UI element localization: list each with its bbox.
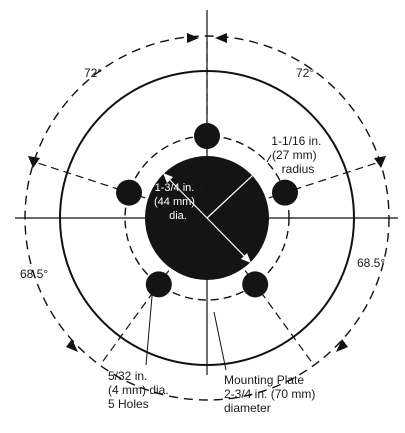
angle-arc — [24, 35, 390, 401]
arrowhead-top-left — [187, 33, 199, 43]
bolt-circle-label-line2: (27 mm) — [272, 148, 317, 162]
holes-label: 5/32 in. (4 mm) dia. 5 Holes — [108, 369, 172, 411]
bolt-hole — [116, 179, 143, 206]
holes-label-line1: 5/32 in. — [108, 369, 147, 383]
bolt-circle — [124, 135, 290, 301]
radius-arrow-line — [206, 161, 268, 219]
plate-label: Mounting Plate 2-3/4 in. (70 mm) diamete… — [224, 373, 319, 415]
dia-arrow-lower — [206, 217, 250, 262]
holes-label-line2: (4 mm) dia. — [108, 383, 169, 397]
angle-arrowheads — [28, 33, 386, 352]
radius-leader — [266, 154, 272, 163]
dia-arrowhead-upper — [163, 173, 173, 183]
plate-label-line1: Mounting Plate — [224, 373, 304, 387]
arrowhead-right-upper — [374, 156, 386, 168]
dia-arrowhead-lower — [241, 253, 251, 263]
holes-leader — [145, 284, 154, 366]
arrowhead-left-lower — [66, 339, 78, 352]
plate-label-line3: diameter — [224, 401, 271, 415]
center-hole-label-line3: dia. — [169, 210, 187, 222]
angle-label-top-right: 72° — [296, 66, 314, 80]
center-hole-label-line2: (44 mm) — [154, 196, 195, 208]
bolt-circle-label-line1: 1-1/16 in. — [271, 134, 321, 148]
dia-arrow-upper — [164, 174, 208, 219]
bolt-hole — [242, 271, 269, 298]
bolt-hole — [194, 123, 220, 149]
holes-label-line3: 5 Holes — [108, 397, 149, 411]
angle-label-top-left: 72° — [84, 66, 102, 80]
angle-label-right: 68.5° — [357, 256, 385, 270]
center-hole-label-line1: 1-3/4 in. — [155, 182, 195, 194]
arrowhead-right-lower — [336, 339, 348, 352]
plate-label-line2: 2-3/4 in. (70 mm) — [224, 387, 315, 401]
bolt-circle-label-line3: radius — [282, 162, 315, 176]
bolt-hole — [271, 179, 298, 206]
center-hole-label: 1-3/4 in. (44 mm) dia. — [154, 182, 198, 222]
arrowhead-top-right — [215, 33, 227, 43]
radius-arrowhead — [259, 160, 269, 169]
bolt-holes — [116, 123, 298, 298]
plate-leader — [213, 311, 227, 371]
angle-label-left: 68.5° — [20, 267, 48, 281]
bolt-circle-label: 1-1/16 in. (27 mm) radius — [271, 134, 324, 176]
bolt-hole — [145, 271, 172, 298]
arrowhead-left-upper — [28, 156, 40, 168]
